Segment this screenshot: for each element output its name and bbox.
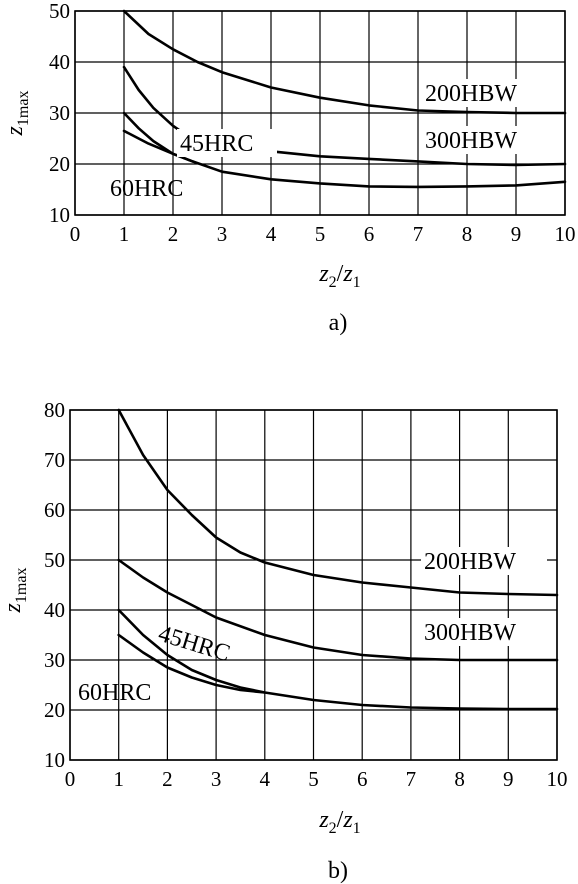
chart-b: 0 1 2 3 4 5 6 7 8 9 10 10 20 30 40 50 60 70 80 200HBW 300HBW… xyxy=(0,398,568,837)
series-label-200hbw-b: 200HBW xyxy=(424,549,516,575)
x-tick-label-b: 9 xyxy=(503,767,514,791)
x-tick-label-b: 6 xyxy=(357,767,368,791)
x-tick-label-b: 8 xyxy=(454,767,465,791)
x-tick-label-a: 1 xyxy=(119,222,130,246)
series-line-60hrc-a xyxy=(122,129,194,163)
label-mask-b xyxy=(421,547,547,575)
y-tick-label-a: 20 xyxy=(49,152,70,176)
x-tick-label-a: 0 xyxy=(70,222,81,246)
series-line-45hrc-a xyxy=(122,111,567,189)
y-tick-label-a: 50 xyxy=(49,0,70,23)
x-tick-label-b: 7 xyxy=(406,767,417,791)
series-label-45hrc-a: 45HRC xyxy=(180,131,253,157)
series-line-200hbw-b xyxy=(117,408,559,597)
x-tick-label-a: 4 xyxy=(266,222,277,246)
series-line-200hbw-a xyxy=(122,9,567,115)
x-tick-label-a: 2 xyxy=(168,222,179,246)
y-tick-label-a: 30 xyxy=(49,101,70,125)
x-tick-label-a: 6 xyxy=(364,222,375,246)
y-tick-label-b: 50 xyxy=(44,548,65,572)
y-tick-label-b: 70 xyxy=(44,448,65,472)
y-tick-label-b: 10 xyxy=(44,748,65,772)
chart-a: 0 1 2 3 4 5 6 7 8 9 10 10 20 30 40 50 200HBW 300HBW 45HRC 6… xyxy=(2,0,576,291)
y-tick-label-a: 40 xyxy=(49,50,70,74)
y-tick-label-b: 80 xyxy=(44,398,65,422)
y-tick-label-b: 20 xyxy=(44,698,65,722)
label-mask-a xyxy=(177,129,277,157)
caption-b: b) xyxy=(328,858,348,884)
series-label-300hbw-a: 300HBW xyxy=(425,128,517,154)
series-line-60hrc-b xyxy=(117,633,267,694)
plot-frame-b xyxy=(69,409,558,761)
label-mask-a xyxy=(422,126,546,154)
y-axis-title-a: z1max xyxy=(2,91,32,137)
x-tick-label-b: 5 xyxy=(308,767,319,791)
y-tick-label-b: 60 xyxy=(44,498,65,522)
x-tick-label-a: 10 xyxy=(555,222,576,246)
x-tick-label-b: 0 xyxy=(65,767,76,791)
y-tick-label-a: 10 xyxy=(49,203,70,227)
label-mask-a xyxy=(422,79,546,107)
y-axis-title-b: z1max xyxy=(0,568,30,614)
label-mask-b xyxy=(421,618,547,646)
x-tick-label-a: 8 xyxy=(462,222,473,246)
x-axis-title-b: z2/z1 xyxy=(318,807,360,837)
x-tick-label-a: 9 xyxy=(511,222,522,246)
x-tick-label-b: 1 xyxy=(113,767,124,791)
series-label-60hrc-b: 60HRC xyxy=(78,680,151,706)
series-label-300hbw-b: 300HBW xyxy=(424,620,516,646)
series-label-60hrc-a: 60HRC xyxy=(110,176,183,202)
x-tick-label-a: 5 xyxy=(315,222,326,246)
caption-a: a) xyxy=(329,310,348,336)
x-tick-label-b: 2 xyxy=(162,767,173,791)
series-label-200hbw-a: 200HBW xyxy=(425,81,517,107)
y-tick-label-b: 40 xyxy=(44,598,65,622)
x-tick-label-b: 3 xyxy=(211,767,222,791)
x-tick-label-a: 7 xyxy=(413,222,424,246)
series-line-300hbw-b xyxy=(117,558,559,662)
x-tick-label-b: 10 xyxy=(547,767,568,791)
y-tick-label-b: 30 xyxy=(44,648,65,672)
x-axis-title-a: z2/z1 xyxy=(318,261,360,291)
x-tick-label-b: 4 xyxy=(260,767,271,791)
x-tick-label-a: 3 xyxy=(217,222,228,246)
